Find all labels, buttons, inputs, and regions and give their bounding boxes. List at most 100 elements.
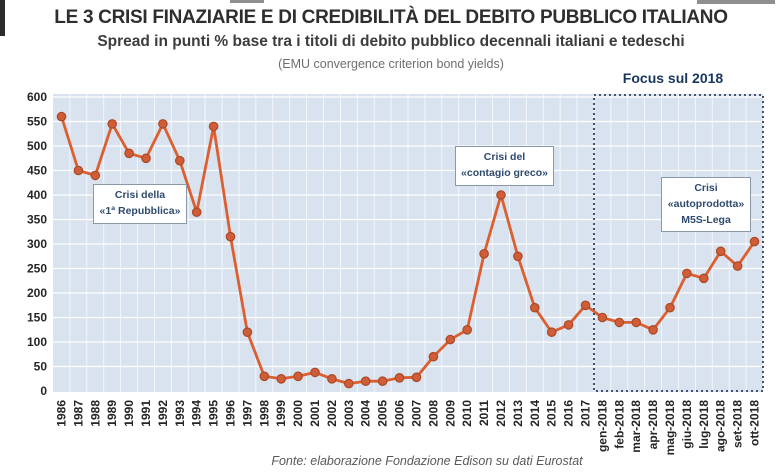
x-axis-label: 1997: [240, 400, 254, 427]
x-axis-label: 2005: [376, 400, 390, 427]
x-axis-label: 2011: [477, 400, 491, 426]
data-point: [715, 246, 726, 257]
x-axis-label: 2016: [562, 400, 576, 427]
x-axis-label: 1993: [173, 400, 187, 427]
x-axis-label: feb-2018: [612, 400, 626, 449]
x-axis-label: 1996: [224, 400, 238, 427]
x-axis-label: 2004: [359, 400, 373, 427]
x-axis-label: 1989: [105, 400, 119, 427]
x-axis-label: 2012: [494, 400, 508, 427]
x-axis-label: ago-2018: [714, 400, 728, 452]
y-axis-label: 500: [27, 139, 47, 153]
data-point: [124, 148, 134, 159]
x-axis-label: 2007: [410, 400, 424, 427]
data-point: [225, 231, 236, 242]
x-axis-label: ott-2018: [748, 400, 762, 446]
data-point: [360, 376, 371, 386]
data-point: [665, 302, 675, 313]
y-axis-label: 100: [27, 335, 47, 349]
x-axis-label: 1987: [71, 400, 85, 427]
data-point: [682, 268, 692, 279]
x-axis-label: 1995: [207, 400, 221, 427]
annotation-line: «autoprodotta»: [667, 197, 745, 210]
focus-2018-label: Focus sul 2018: [622, 70, 724, 86]
annotation-line: «contagio greco»: [461, 166, 548, 179]
data-point: [546, 327, 557, 337]
x-axis-label: 2009: [443, 400, 457, 427]
data-point: [445, 334, 456, 345]
annotation-line: Crisi: [694, 182, 718, 194]
x-axis-label: mar-2018: [629, 400, 643, 453]
data-point: [293, 371, 303, 382]
data-point: [377, 376, 388, 386]
data-point: [242, 327, 253, 337]
x-axis-label: 1994: [190, 400, 204, 427]
x-axis-label: 1988: [88, 400, 102, 427]
axis-units-note: (EMU convergence criterion bond yields): [278, 57, 504, 71]
annotation-line: Crisi del: [483, 151, 526, 163]
x-axis-label: 1991: [139, 400, 153, 427]
data-point: [698, 273, 709, 284]
annotation-crisi-contagio-greco: Crisi del «contagio greco»: [455, 146, 554, 186]
data-point: [496, 190, 506, 200]
data-point: [90, 170, 101, 181]
x-axis-label: 2015: [545, 400, 559, 427]
x-axis-label: 1990: [122, 400, 136, 427]
data-point: [208, 121, 219, 132]
y-axis-label: 400: [27, 188, 47, 202]
x-axis-label: 1998: [257, 400, 271, 427]
x-axis-label: giu-2018: [680, 400, 694, 449]
data-point: [73, 165, 84, 176]
annotation-crisi-autoprodotta: Crisi «autoprodotta» M5S-Lega: [661, 177, 751, 233]
data-point: [529, 302, 540, 313]
data-point: [310, 367, 320, 378]
x-axis-label: 2008: [426, 400, 440, 427]
data-point: [631, 317, 641, 328]
data-point: [276, 373, 286, 384]
source-caption: Fonte: elaborazione Fondazione Edison su…: [271, 454, 583, 468]
scan-artifact: [697, 0, 775, 4]
data-point: [563, 320, 574, 330]
x-axis-label: 2006: [393, 400, 407, 427]
x-axis-label: mag-2018: [663, 400, 677, 456]
y-axis-label: 0: [40, 384, 47, 398]
data-point: [749, 236, 760, 247]
data-point: [597, 312, 608, 323]
x-axis-label: apr-2018: [646, 400, 660, 450]
data-point: [428, 351, 439, 362]
x-axis-label: 1986: [55, 400, 69, 427]
y-axis-label: 250: [27, 262, 47, 276]
x-axis-label: 2013: [511, 400, 525, 427]
annotation-crisi-prima-repubblica: Crisi della «1ª Repubblica»: [93, 184, 187, 224]
x-axis-label: 2002: [325, 400, 339, 427]
data-point: [648, 324, 658, 335]
x-axis-label: lug-2018: [697, 400, 711, 449]
y-axis-label: 300: [27, 237, 47, 251]
data-point: [479, 249, 489, 259]
data-point: [158, 119, 168, 129]
data-point: [56, 111, 67, 122]
x-axis-label: 2001: [308, 400, 322, 427]
x-axis-label: 2014: [528, 400, 542, 427]
x-axis-label: 2017: [579, 400, 593, 427]
scan-artifact: [230, 0, 264, 3]
y-axis-label: 600: [27, 90, 47, 104]
data-point: [259, 371, 270, 382]
data-point: [732, 261, 743, 271]
data-point: [411, 372, 422, 383]
y-axis-label: 450: [27, 164, 47, 178]
data-point: [191, 207, 202, 217]
annotation-line: M5S-Lega: [681, 213, 731, 226]
x-axis-label: 2000: [291, 400, 305, 427]
x-axis-label: 1999: [274, 400, 288, 427]
x-axis-label: 2003: [342, 400, 356, 427]
data-point: [343, 378, 354, 389]
data-point: [175, 155, 185, 166]
annotation-line: «1ª Repubblica»: [99, 204, 181, 217]
page-subtitle: Spread in punti % base tra i titoli di d…: [97, 33, 685, 50]
x-axis-label: set-2018: [731, 400, 745, 448]
page-title: LE 3 CRISI FINAZIARIE E DI CREDIBILITÀ D…: [54, 7, 728, 28]
y-axis-label: 550: [27, 115, 47, 129]
